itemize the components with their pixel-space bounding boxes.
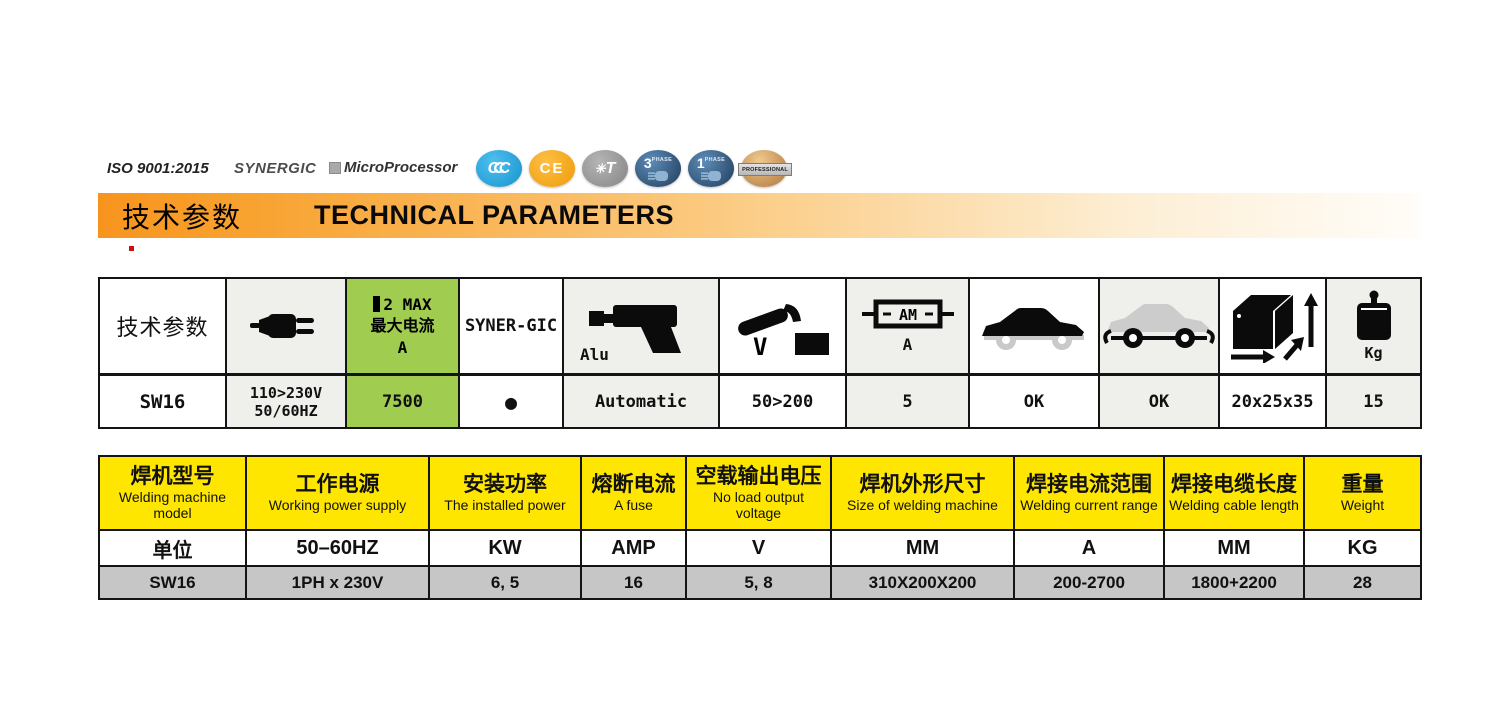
car-chassis-header-cell	[1098, 277, 1220, 376]
package-size-value: 20x25x35	[1218, 373, 1327, 429]
single-phase-icon: 1 PHASE	[688, 150, 734, 187]
header-no-load-output-voltage: 空载输出电压 No load output voltage	[685, 455, 832, 531]
power-supply-value: 110>230V 50/60HZ	[225, 373, 347, 429]
red-dot-mark	[129, 246, 134, 251]
microprocessor-logo: MicroProcessor	[329, 159, 457, 176]
value-current-range: 200-2700	[1013, 565, 1165, 600]
car-chassis-icon	[1103, 304, 1215, 348]
max-current-value: 7500	[345, 373, 460, 429]
header-weight: 重量 Weight	[1303, 455, 1422, 531]
unit-current-range: A	[1013, 529, 1165, 567]
section-title-zh: 技术参数	[122, 201, 243, 233]
gun-caption: Alu	[580, 345, 609, 364]
three-phase-icon: 3 PHASE	[635, 150, 681, 187]
weight-caption: Kg	[1364, 344, 1383, 362]
welding-gun-icon	[589, 305, 681, 353]
aluminium-value: Automatic	[562, 373, 720, 429]
header-size-of-welding-machine: 焊机外形尺寸 Size of welding machine	[830, 455, 1015, 531]
torch-voltage-header-cell: V	[718, 277, 847, 376]
unit-label: 单位	[98, 529, 247, 567]
value-fuse: 16	[580, 565, 687, 600]
package-size-header-cell	[1218, 277, 1327, 376]
value-weight: 28	[1303, 565, 1422, 600]
aluminium-gun-header-cell: Alu	[562, 277, 720, 376]
icon-parameters-table: 技术参数 I2 MAX 最大电流 A SYNER-GIC	[98, 277, 1422, 429]
section-header: 技术参数 TECHNICAL PARAMETERS	[98, 193, 1420, 238]
fuse-header-cell: AM A	[845, 277, 970, 376]
value-cable-length: 1800+2200	[1163, 565, 1305, 600]
header-working-power-supply: 工作电源 Working power supply	[245, 455, 430, 531]
car-chassis-value: OK	[1098, 373, 1220, 429]
text-parameters-table: 焊机型号 Welding machine model 工作电源 Working …	[98, 455, 1422, 600]
unit-power-supply: 50–60HZ	[245, 529, 430, 567]
unit-voltage: V	[685, 529, 832, 567]
car-body-header-cell	[968, 277, 1100, 376]
header-welding-cable-length: 焊接电缆长度 Welding cable length	[1163, 455, 1305, 531]
unit-cable-length: MM	[1163, 529, 1305, 567]
max-current-header-cell: I2 MAX 最大电流 A	[345, 277, 460, 376]
fuse-icon: AM	[861, 299, 954, 328]
synergic-header-cell: SYNER-GIC	[458, 277, 564, 376]
certification-badges: CCC CE ✳T 3 PHASE	[476, 150, 792, 187]
model-cell: SW16	[98, 373, 227, 429]
value-voltage: 5, 8	[685, 565, 832, 600]
fuse-value: 5	[845, 373, 970, 429]
power-plug-icon	[250, 314, 314, 338]
power-supply-header-cell	[225, 277, 347, 376]
welding-torch-icon: V	[737, 304, 829, 361]
microprocessor-square-icon	[329, 161, 341, 174]
unit-fuse: AMP	[580, 529, 687, 567]
value-size: 310X200X200	[830, 565, 1015, 600]
header-installed-power: 安装功率 The installed power	[428, 455, 582, 531]
car-body-value: OK	[968, 373, 1100, 429]
synergic-logo-text: SYNERGIC	[234, 160, 317, 177]
value-model: SW16	[98, 565, 247, 600]
table1-title-cell: 技术参数	[98, 277, 227, 376]
weight-icon	[1356, 290, 1391, 340]
unit-installed-power: KW	[428, 529, 582, 567]
car-body-icon	[982, 308, 1084, 350]
voltage-range-value: 50>200	[718, 373, 847, 429]
unit-size: MM	[830, 529, 1015, 567]
package-size-icon	[1230, 293, 1318, 363]
weight-header-cell: Kg	[1325, 277, 1422, 376]
value-power-supply: 1PH x 230V	[245, 565, 430, 600]
ce-certification-icon: CE	[529, 150, 575, 187]
plug-glyph-icon	[701, 170, 721, 181]
fuse-caption: A	[902, 334, 913, 354]
plug-glyph-icon	[648, 170, 668, 181]
torch-caption: V	[753, 333, 767, 361]
fan-cooled-icon: ✳T	[582, 150, 628, 187]
unit-weight: KG	[1303, 529, 1422, 567]
header-welding-current-range: 焊接电流范围 Welding current range	[1013, 455, 1165, 531]
fuse-label: AM	[898, 306, 916, 324]
fan-icon: ✳	[594, 160, 606, 176]
header-fuse: 熔断电流 A fuse	[580, 455, 687, 531]
professional-badge-icon: PROFESSIONAL	[738, 150, 792, 187]
microprocessor-logo-text: MicroProcessor	[344, 159, 458, 176]
ccc-certification-icon: CCC	[476, 150, 522, 187]
weight-value: 15	[1325, 373, 1422, 429]
synergic-value: ●	[458, 373, 564, 429]
header-welding-machine-model: 焊机型号 Welding machine model	[98, 455, 247, 531]
iso-certification-text: ISO 9001:2015	[107, 160, 209, 177]
section-title-en: TECHNICAL PARAMETERS	[314, 200, 675, 230]
value-installed-power: 6, 5	[428, 565, 582, 600]
